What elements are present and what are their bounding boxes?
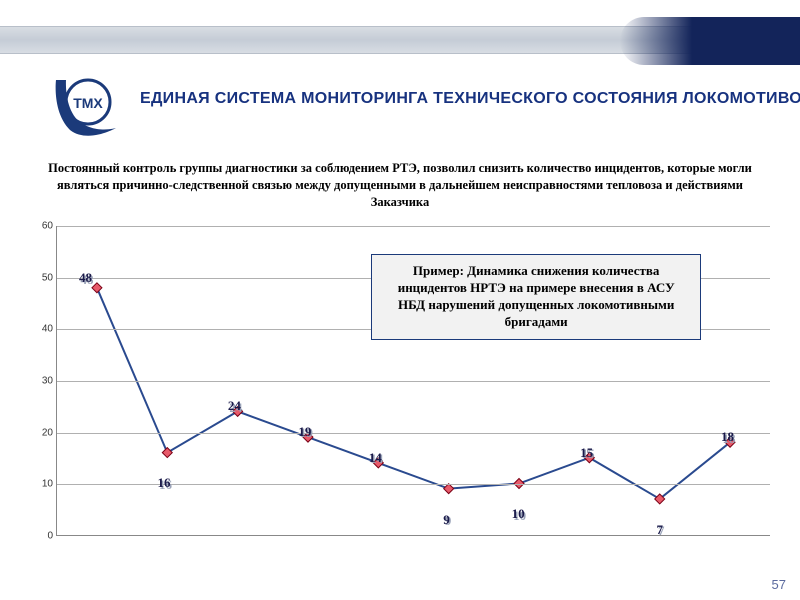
- data-label: 9: [443, 512, 450, 528]
- page-title: ЕДИНАЯ СИСТЕМА МОНИТОРИНГА ТЕХНИЧЕСКОГО …: [140, 90, 790, 108]
- data-label: 19: [298, 424, 311, 440]
- y-tick-label: 10: [33, 479, 53, 490]
- data-label: 16: [157, 475, 170, 491]
- annotation-box: Пример: Динамика снижения количества инц…: [371, 254, 701, 340]
- y-tick-label: 0: [33, 531, 53, 542]
- y-tick-label: 50: [33, 272, 53, 283]
- grid-line: [57, 226, 770, 227]
- data-label: 14: [369, 450, 382, 466]
- incidents-chart: 0102030405060484816162424191914149910101…: [30, 226, 770, 556]
- data-label: 24: [228, 398, 241, 414]
- data-label: 15: [580, 445, 593, 461]
- plot-region: 0102030405060484816162424191914149910101…: [56, 226, 770, 536]
- grid-line: [57, 433, 770, 434]
- data-label: 18: [721, 429, 734, 445]
- page-number: 57: [772, 577, 786, 592]
- data-label: 10: [512, 506, 525, 522]
- description-text: Постоянный контроль группы диагностики з…: [32, 160, 768, 211]
- y-tick-label: 30: [33, 376, 53, 387]
- data-label: 48: [79, 270, 92, 286]
- y-tick-label: 40: [33, 324, 53, 335]
- data-marker: [162, 448, 172, 458]
- grid-line: [57, 381, 770, 382]
- header-stripe: [0, 26, 800, 54]
- y-tick-label: 60: [33, 221, 53, 232]
- y-tick-label: 20: [33, 427, 53, 438]
- tmx-logo: ТМХ: [48, 72, 124, 140]
- data-label: 7: [657, 522, 664, 538]
- svg-text:ТМХ: ТМХ: [73, 95, 103, 111]
